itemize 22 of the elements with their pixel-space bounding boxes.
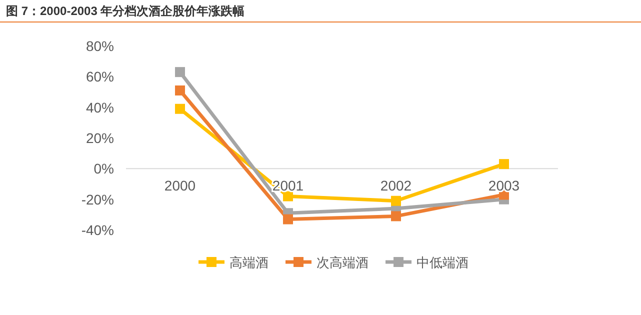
legend-label: 高端酒: [230, 255, 268, 270]
y-tick-label: 40%: [86, 99, 114, 116]
y-tick-label: 20%: [86, 130, 114, 146]
point: [175, 67, 185, 78]
point: [175, 85, 185, 96]
y-tick-label: 80%: [86, 38, 114, 54]
legend-label: 中低端酒: [416, 255, 468, 270]
xtick-label: 2002: [380, 178, 412, 194]
y-tick-label: -20%: [81, 191, 114, 208]
title: 图 7：2000-2003 年分档次酒企股价年涨跌幅: [6, 4, 245, 18]
point: [283, 214, 293, 224]
point: [391, 196, 401, 206]
y-tick-label: 60%: [86, 68, 114, 85]
point: [499, 159, 509, 170]
y-tick-label: 0%: [94, 160, 114, 177]
y-tick-label: -40%: [81, 222, 114, 238]
point: [391, 211, 401, 222]
point: [175, 104, 185, 114]
legend-label: 次高端酒: [316, 255, 368, 270]
point: [283, 191, 293, 202]
xtick-label: 2000: [164, 178, 196, 194]
xtick-label: 2003: [488, 178, 520, 194]
